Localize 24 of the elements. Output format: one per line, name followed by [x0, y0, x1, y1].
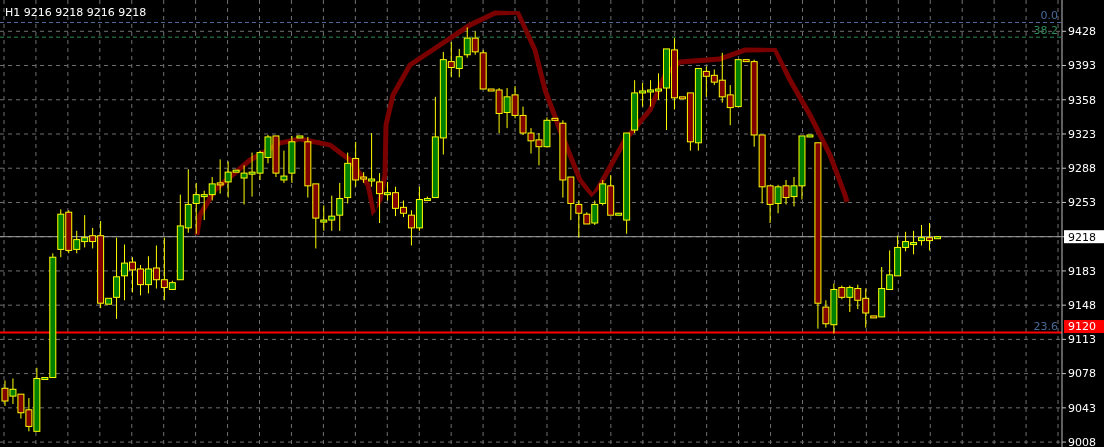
- y-tick-label: 9253: [1068, 196, 1096, 210]
- annotation: 38.2: [1033, 24, 1058, 38]
- candlestick: [280, 150, 288, 184]
- y-tick-label: 9323: [1068, 127, 1096, 141]
- y-tick-label: 9428: [1068, 25, 1096, 39]
- y-tick-label: 9183: [1068, 264, 1096, 278]
- candlestick: [113, 237, 121, 320]
- y-tick-label: 9393: [1068, 59, 1096, 73]
- annotation: 0.0: [1040, 9, 1058, 23]
- y-tick-label: 9358: [1068, 93, 1096, 107]
- y-tick-label: 9288: [1068, 162, 1096, 176]
- annotation: 23.6: [1033, 319, 1058, 333]
- y-tick-label: 9218: [1068, 230, 1096, 244]
- candlestick: [288, 135, 296, 184]
- y-tick-label: 9148: [1068, 299, 1096, 313]
- text: H1 9216 9218 9216 9218: [5, 5, 147, 19]
- candlestick: [814, 142, 822, 330]
- y-tick-label: 9113: [1068, 333, 1096, 347]
- ref-line-label: 9120: [1068, 320, 1096, 334]
- candlestick: [296, 135, 304, 139]
- y-tick-label: 9008: [1068, 435, 1096, 447]
- candlestick: [336, 182, 344, 232]
- y-tick-label: 9078: [1068, 367, 1096, 381]
- y-tick-label: 9043: [1068, 401, 1096, 415]
